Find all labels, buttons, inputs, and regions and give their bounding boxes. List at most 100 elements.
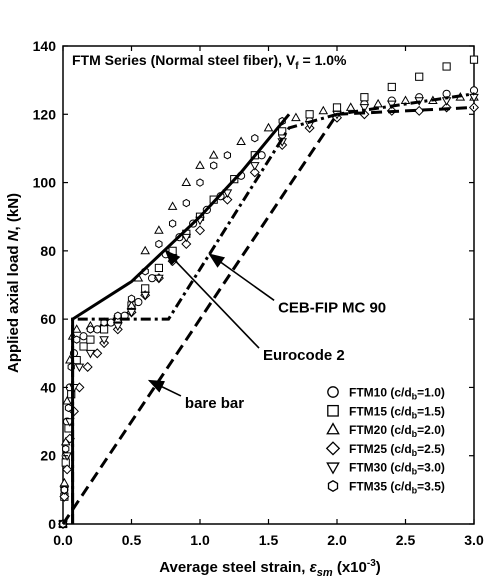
data-point-ftm30 (154, 274, 164, 284)
data-point-ftm30 (140, 291, 151, 301)
data-point-ftm15 (387, 82, 396, 92)
x-tick-label: 2.5 (396, 532, 416, 548)
legend-label-ftm30: FTM30 (c/db=3.0) (349, 461, 445, 477)
data-point-ftm20 (373, 98, 383, 108)
data-point-ftm20 (71, 324, 82, 333)
legend-marker-ftm15 (327, 404, 339, 417)
data-point-ftm30 (62, 452, 72, 461)
data-point-ftm35 (210, 161, 218, 170)
data-point-ftm35 (168, 219, 177, 228)
y-tick-label: 40 (40, 379, 56, 395)
series-ftm10 (58, 86, 479, 529)
data-point-ftm15 (154, 263, 164, 273)
ticks-layer: 0.0 0.5 1.0 1.5 2.0 2.5 3.0 0 20 40 60 80 100 120 140 (33, 38, 484, 548)
annotation-layer: CEB-FIP MC 90 Eurocode 2 bare bar (147, 249, 386, 412)
legend-marker-ftm35 (327, 480, 339, 492)
data-point-ftm35 (114, 311, 122, 320)
data-point-ftm20 (59, 477, 70, 487)
data-point-ftm15 (415, 72, 424, 81)
legend-item-ftm10: FTM10 (c/db=1.0) (327, 386, 445, 402)
data-point-ftm20 (318, 105, 329, 115)
data-point-ftm15 (86, 335, 95, 344)
series-ftm35 (59, 116, 286, 529)
data-point-ftm15 (79, 342, 88, 351)
data-point-ftm15 (305, 110, 314, 119)
data-point-ftm15 (100, 325, 109, 334)
data-point-ftm25 (92, 348, 103, 359)
x-tick-label: 0.5 (122, 532, 142, 548)
x-tick-label: 1.0 (190, 532, 210, 548)
x-tick-label: 2.0 (327, 532, 347, 548)
y-tick-label: 20 (40, 448, 56, 464)
x-axis-label: Average steel strain, εsm (x10-3) (159, 558, 381, 579)
data-point-ftm20 (181, 177, 192, 186)
data-point-ftm35 (223, 151, 232, 160)
legend-item-ftm25: FTM25 (c/db=2.5) (325, 441, 445, 458)
legend-item-ftm30: FTM30 (c/db=3.0) (326, 461, 445, 477)
y-tick-label: 60 (40, 311, 56, 327)
data-point-ftm35 (155, 239, 163, 249)
data-point-ftm15 (469, 55, 479, 64)
x-tick-label: 1.5 (259, 532, 279, 548)
model-layer (61, 92, 475, 525)
data-point-ftm25 (59, 491, 70, 502)
model-line-bare-bar (61, 105, 475, 525)
y-tick-label: 100 (33, 175, 57, 191)
data-point-ftm25 (249, 167, 260, 178)
data-point-ftm30 (181, 233, 192, 243)
data-point-ftm20 (154, 225, 164, 234)
legend-label-ftm15: FTM15 (c/db=1.5) (349, 404, 445, 420)
data-point-ftm20 (167, 201, 178, 210)
data-point-ftm30 (222, 189, 233, 198)
data-point-ftm20 (400, 95, 411, 105)
data-point-ftm35 (196, 178, 204, 187)
legend-label-ftm25: FTM25 (c/db=2.5) (349, 442, 445, 458)
annotation-bare-bar-label: bare bar (185, 395, 244, 412)
data-point-ftm25 (62, 464, 73, 475)
annotation-ceb-fip-mc-90-label: CEB-FIP MC 90 (278, 299, 386, 316)
data-point-ftm20 (140, 245, 151, 255)
legend-marker-ftm20 (326, 422, 340, 435)
y-axis-label: Applied axial load N, (kN) (5, 193, 22, 373)
legend-marker-ftm25 (325, 441, 341, 456)
data-point-ftm25 (82, 361, 93, 372)
y-tick-label: 120 (33, 106, 57, 122)
annotation-eurocode-2-label: Eurocode 2 (263, 347, 345, 364)
data-point-ftm35 (64, 403, 73, 413)
data-point-ftm35 (251, 134, 259, 143)
chart-title: FTM Series (Normal steel fiber), Vf = 1.… (72, 52, 347, 72)
legend: FTM10 (c/db=1.0) FTM15 (c/db=1.5) FTM20 (c… (325, 386, 445, 496)
data-point-ftm35 (127, 294, 136, 303)
x-tick-label: 3.0 (464, 532, 484, 548)
annotation-eurocode-2-arrow (164, 249, 260, 349)
data-point-ftm25 (222, 194, 233, 205)
data-point-ftm10 (134, 297, 143, 307)
data-point-ftm10 (79, 332, 88, 341)
data-point-ftm35 (62, 444, 70, 454)
data-point-ftm20 (263, 122, 274, 132)
data-point-ftm20 (291, 112, 301, 122)
legend-marker-ftm30 (326, 462, 340, 475)
data-point-ftm30 (112, 322, 123, 332)
legend-item-ftm35: FTM35 (c/db=3.5) (327, 480, 445, 496)
annotation-ceb-fip-mc-90-arrow (208, 253, 275, 301)
data-point-ftm15 (332, 103, 342, 112)
data-point-ftm20 (195, 160, 205, 169)
data-point-ftm20 (62, 395, 72, 405)
data-point-ftm15 (442, 62, 451, 71)
y-tick-label: 140 (33, 38, 57, 54)
model-line-eurocode-2 (71, 92, 475, 524)
legend-label-ftm35: FTM35 (c/db=3.5) (349, 480, 445, 496)
data-point-ftm25 (181, 239, 192, 250)
data-point-ftm10 (442, 89, 451, 98)
data-point-ftm15 (61, 458, 70, 467)
data-point-ftm20 (208, 150, 219, 159)
data-point-ftm15 (360, 93, 369, 102)
y-tick-label: 80 (40, 243, 56, 259)
data-point-ftm30 (74, 363, 85, 373)
data-point-ftm30 (359, 104, 370, 113)
legend-label-ftm10: FTM10 (c/db=1.0) (349, 386, 445, 402)
data-point-ftm15 (64, 424, 73, 433)
annotation-bare-bar-arrow (147, 379, 182, 397)
data-point-ftm35 (60, 485, 68, 495)
